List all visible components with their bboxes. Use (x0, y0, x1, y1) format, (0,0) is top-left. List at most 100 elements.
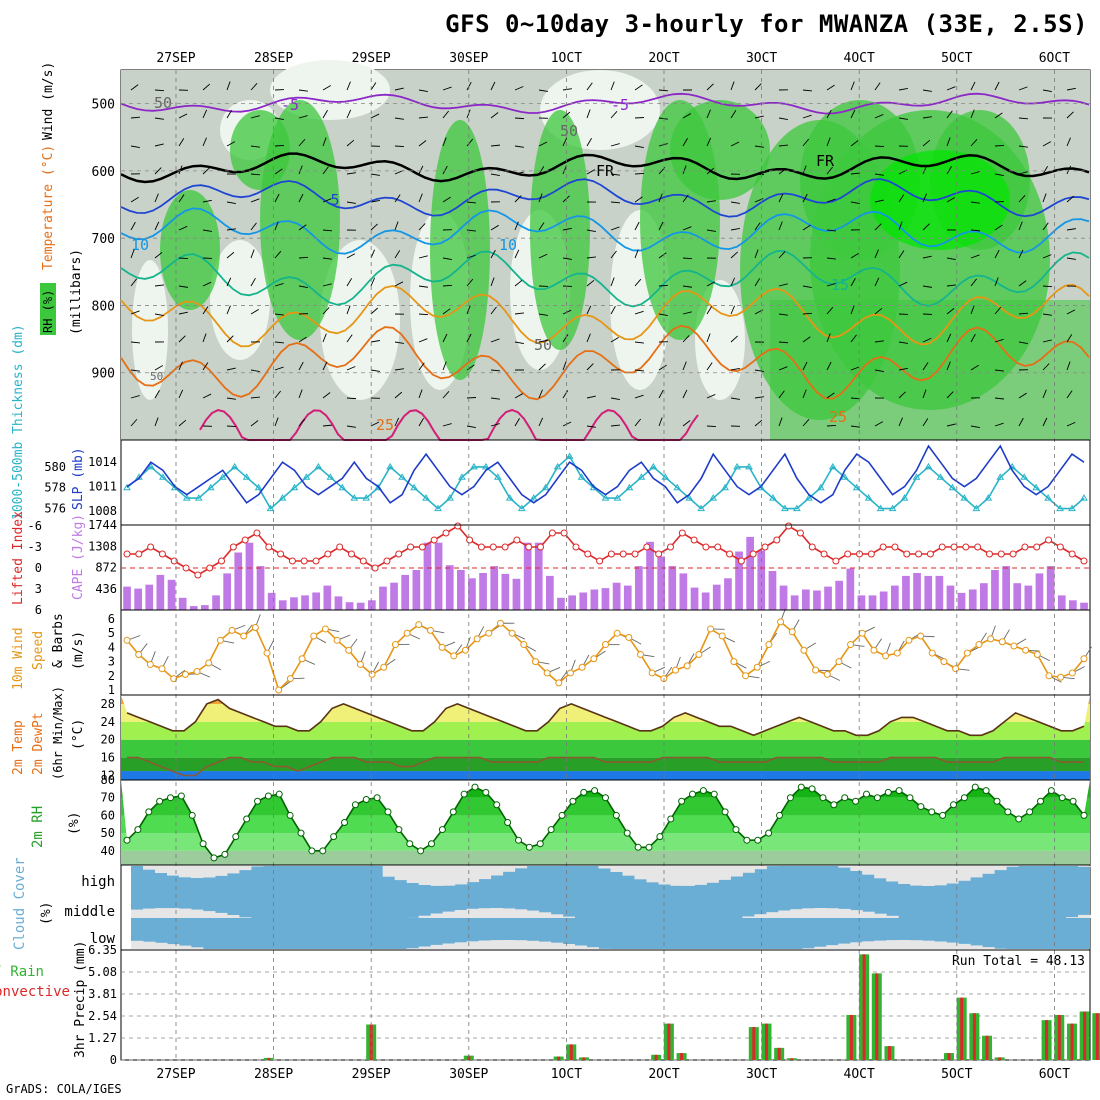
low-cloud-gap (982, 947, 995, 949)
wind-speed-line-point (742, 672, 750, 680)
wind-barb (346, 172, 356, 175)
high-cloud-gap (910, 866, 923, 886)
high-cloud-gap (226, 866, 240, 874)
rh-line-point (210, 854, 218, 862)
cape-bar (768, 571, 777, 610)
low-cloud-gap (406, 948, 420, 949)
wind-barb (682, 138, 688, 147)
high-cloud-gap (886, 866, 899, 882)
isotherm-20 (120, 283, 1090, 348)
wind-barb (610, 201, 621, 204)
wind-barb (442, 257, 452, 260)
high-cloud-gap (190, 866, 204, 878)
wind-barb (178, 311, 188, 315)
cape-bar (234, 552, 243, 610)
wind-speed-line-point (777, 618, 785, 626)
wind-barb (130, 116, 141, 119)
wind-speed-line-point (730, 658, 738, 666)
wind-barb (322, 333, 327, 343)
cape-bar (724, 578, 732, 610)
wind-barb (826, 282, 836, 287)
wind-barb (706, 83, 714, 91)
low-cloud-gap (514, 940, 528, 949)
top-date-label: 28SEP (254, 51, 293, 66)
high-cloud-gap (970, 866, 983, 878)
wind-barb (682, 420, 691, 427)
low-cloud-gap (970, 945, 983, 949)
high-cloud-gap (143, 866, 156, 870)
high-cloud-gap (466, 866, 480, 883)
rh-line-point (460, 790, 468, 798)
wind-speed-line-point (298, 655, 306, 663)
wind-barb (1042, 339, 1052, 343)
wind-barb (682, 285, 692, 288)
wind-barb (514, 312, 524, 315)
pressure-tick-label: 700 (92, 232, 115, 247)
wind-barb (226, 141, 236, 147)
thickness-line-point (410, 483, 418, 491)
wind-barb (586, 305, 592, 315)
precip-legend-total: Total / Rain (0, 964, 44, 980)
high-rh-region (670, 100, 770, 200)
cape-bar (490, 566, 499, 610)
wind-barb (874, 421, 884, 427)
wind-barb (538, 193, 543, 203)
middle-cloud-gap (874, 913, 887, 918)
rh-line-point (1015, 815, 1023, 823)
cape-bar (123, 586, 131, 610)
top-date-label: 2OCT (648, 51, 679, 66)
wind-barb (322, 392, 331, 399)
high-cloud-gap (982, 866, 995, 874)
thickness-line-point (828, 462, 837, 470)
relative-humidity-panel: 40 50 60 70 80 (101, 773, 1090, 865)
wind-speed-line-point (753, 663, 761, 671)
wind-barb (538, 89, 548, 92)
low-cloud-gap (814, 946, 827, 949)
low-cloud-gap (442, 943, 456, 949)
wind-barb (850, 81, 855, 91)
wind-barb (658, 193, 663, 203)
li-tick-label: -6 (28, 519, 42, 533)
wind-barb (994, 277, 999, 287)
cape-bar (701, 592, 710, 610)
rh-line-point (406, 840, 414, 848)
rh-line-point (395, 826, 403, 834)
run-total-label: Run Total = 48.13 (952, 954, 1085, 969)
wind-barb (922, 285, 932, 288)
rh-line-point (547, 826, 555, 834)
cape-bar (323, 585, 332, 610)
thickness-tick-label: 576 (44, 502, 66, 516)
lifted-index-line-point (761, 543, 769, 551)
wind-barb (154, 284, 164, 287)
wind-barb (826, 84, 835, 91)
wind-barb (418, 223, 426, 231)
high-cloud-gap (874, 866, 887, 879)
cape-bar (991, 570, 999, 610)
wind-barb (514, 341, 524, 344)
wind-barb (874, 199, 884, 203)
wind-barb (130, 84, 139, 91)
wind-barb (226, 81, 231, 91)
thickness-line-point (290, 483, 299, 491)
wind-barb (490, 81, 496, 91)
wind-speed-line-point (181, 670, 189, 678)
contour-label: -5 (281, 96, 299, 114)
low-cloud-gap (922, 940, 935, 949)
cape-bar (1080, 602, 1088, 610)
wind-barb (658, 284, 669, 287)
wind-barb (274, 221, 279, 231)
thickness-line-point (230, 462, 239, 470)
temp-tick-label: 12 (101, 769, 115, 783)
low-cloud-gap (502, 940, 516, 949)
wind-barb (754, 419, 763, 427)
lifted-index-line-point (891, 543, 899, 551)
low-cloud-gap (490, 940, 504, 949)
lifted-index-line-point (773, 536, 781, 544)
wind-barb (442, 86, 452, 91)
wind-barb (514, 221, 519, 231)
thickness-axis-label: 1000-500mb Thickness (dm) (11, 324, 26, 520)
rh-line-point (754, 836, 762, 844)
wind-barb (1066, 111, 1074, 119)
low-cloud-gap (454, 942, 468, 949)
cape-bar (601, 588, 610, 610)
